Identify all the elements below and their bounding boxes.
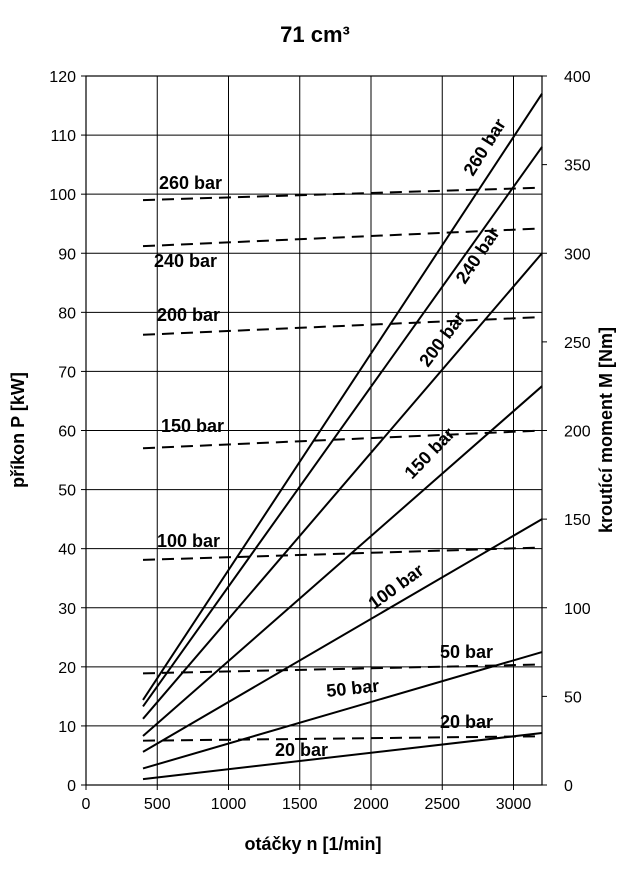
torque-curve-label: 100 bar <box>157 531 220 551</box>
power-line-200-bar <box>142 252 543 720</box>
torque-line-260-bar <box>142 186 543 202</box>
torque-curve-label: 260 bar <box>159 173 222 193</box>
power-line-100-bar <box>142 518 543 753</box>
x-tick-label: 1500 <box>282 796 318 813</box>
y2-tick-label: 250 <box>564 335 591 352</box>
torque-curve-label: 240 bar <box>154 251 217 271</box>
y2-tick-label: 350 <box>564 158 591 175</box>
y2-tick-label: 400 <box>564 69 591 86</box>
grid-layer <box>81 75 547 790</box>
y2-tick-label: 50 <box>564 689 582 706</box>
y2-tick-label: 200 <box>564 424 591 441</box>
power-line-260-bar <box>142 93 543 701</box>
y-axis-title: příkon P [kW] <box>8 372 28 488</box>
torque-line-150-bar <box>142 429 543 450</box>
x-tick-label: 2500 <box>424 796 460 813</box>
power-line-150-bar <box>142 385 543 737</box>
power-line-50-bar <box>142 651 543 770</box>
y-tick-label: 0 <box>67 778 76 795</box>
torque-series-layer <box>142 186 543 742</box>
plot-frame <box>85 75 543 786</box>
torque-curve-label: 50 bar <box>440 642 493 662</box>
tick-label-layer: 0 500 1000 1500 2000 2500 30000102030405060708… <box>49 69 591 813</box>
power-series-layer <box>142 93 543 781</box>
power-curve-label: 50 bar <box>325 676 380 701</box>
curve-label-layer: 20 bar 50 bar 100 bar 150 bar 200 bar 240 bar… <box>154 115 510 760</box>
torque-line-100-bar <box>142 546 543 561</box>
y-tick-label: 10 <box>58 719 76 736</box>
torque-line-240-bar <box>142 227 543 248</box>
torque-curve-label: 150 bar <box>161 416 224 436</box>
y2-tick-label: 300 <box>564 246 591 263</box>
x-tick-label: 1000 <box>211 796 247 813</box>
power-curve-label: 260 bar <box>459 115 509 179</box>
torque-line-50-bar <box>142 663 543 675</box>
y-tick-label: 110 <box>50 128 76 145</box>
torque-line-20-bar <box>142 735 543 742</box>
torque-line-200-bar <box>142 316 543 336</box>
y-tick-label: 90 <box>58 246 76 263</box>
y2-tick-label: 100 <box>564 601 591 618</box>
chart-title: 71 cm³ <box>280 22 350 47</box>
torque-curve-label: 20 bar <box>275 740 328 760</box>
y-tick-label: 100 <box>49 187 76 204</box>
x-tick-label: 2000 <box>353 796 389 813</box>
power-curve-label: 150 bar <box>400 424 458 483</box>
power-curve-label: 240 bar <box>452 224 504 287</box>
x-tick-label: 0 <box>82 796 91 813</box>
y2-axis-title: kroutící moment M [Nm] <box>596 327 616 533</box>
power-curve-label: 20 bar <box>440 712 493 732</box>
x-tick-label: 3000 <box>496 796 532 813</box>
x-tick-label: 500 <box>144 796 171 813</box>
y-tick-label: 70 <box>58 364 76 381</box>
y-tick-label: 80 <box>58 305 76 322</box>
y-tick-label: 50 <box>58 483 76 500</box>
power-line-240-bar <box>142 146 543 707</box>
x-axis-title: otáčky n [1/min] <box>244 834 381 854</box>
power-line-20-bar <box>142 732 543 781</box>
y2-tick-label: 150 <box>564 512 591 529</box>
y-tick-label: 30 <box>58 601 76 618</box>
y-tick-label: 60 <box>58 424 76 441</box>
y-tick-label: 40 <box>58 542 76 559</box>
y-tick-label: 20 <box>58 660 76 677</box>
y2-tick-label: 0 <box>564 778 573 795</box>
y-tick-label: 120 <box>49 69 76 86</box>
torque-curve-label: 200 bar <box>157 305 220 325</box>
